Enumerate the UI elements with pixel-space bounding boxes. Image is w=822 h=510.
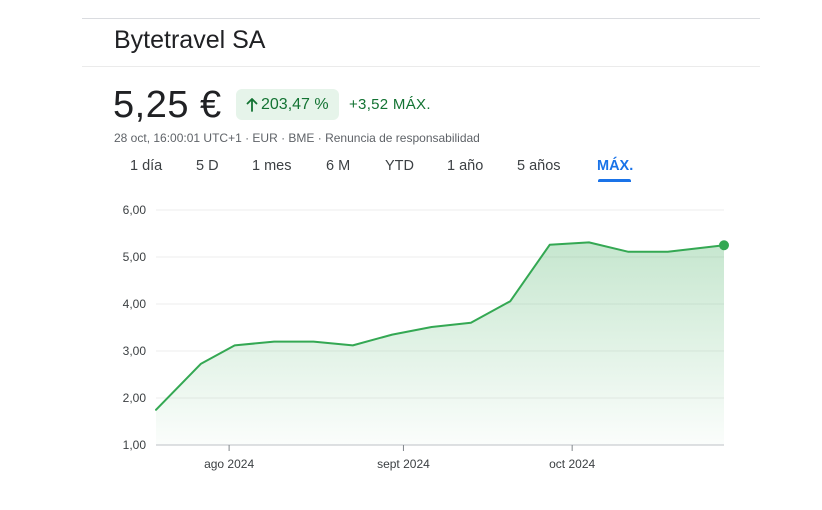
x-tick-label: sept 2024 [377, 457, 430, 471]
tab-1-mes[interactable]: 1 mes [252, 158, 292, 174]
price-area-fill [156, 242, 724, 445]
tab-5-anos[interactable]: 5 años [517, 158, 561, 174]
range-tabs: 1 día 5 D 1 mes 6 M YTD 1 año 5 años MÁX… [0, 158, 822, 186]
change-percent-badge: 203,47 % [236, 89, 339, 120]
top-divider [82, 18, 760, 19]
y-tick-label: 2,00 [123, 391, 147, 405]
x-tick-label: oct 2024 [549, 457, 595, 471]
tab-1-ano[interactable]: 1 año [447, 158, 484, 174]
y-tick-label: 3,00 [123, 344, 147, 358]
current-price: 5,25 € [113, 84, 222, 126]
tab-max[interactable]: MÁX. [597, 158, 634, 174]
y-tick-label: 4,00 [123, 297, 147, 311]
y-tick-label: 1,00 [123, 438, 147, 452]
x-tick-label: ago 2024 [204, 457, 254, 471]
tab-6-m[interactable]: 6 M [326, 158, 351, 174]
tab-1-dia[interactable]: 1 día [130, 158, 163, 174]
arrow-up-icon [246, 97, 258, 112]
price-line [155, 241, 725, 411]
tab-ytd[interactable]: YTD [385, 158, 414, 174]
change-absolute: +3,52 MÁX. [349, 96, 431, 113]
header-divider [82, 66, 760, 67]
quote-meta: 28 oct, 16:00:01 UTC+1 · EUR · BME · Ren… [114, 131, 480, 145]
active-tab-indicator [598, 179, 631, 182]
last-price-marker [719, 240, 729, 251]
company-name: Bytetravel SA [114, 26, 266, 54]
tab-5-d[interactable]: 5 D [196, 158, 219, 174]
y-tick-label: 6,00 [123, 203, 147, 217]
y-tick-label: 5,00 [123, 250, 147, 264]
change-percent-value: 203,47 % [261, 96, 329, 113]
